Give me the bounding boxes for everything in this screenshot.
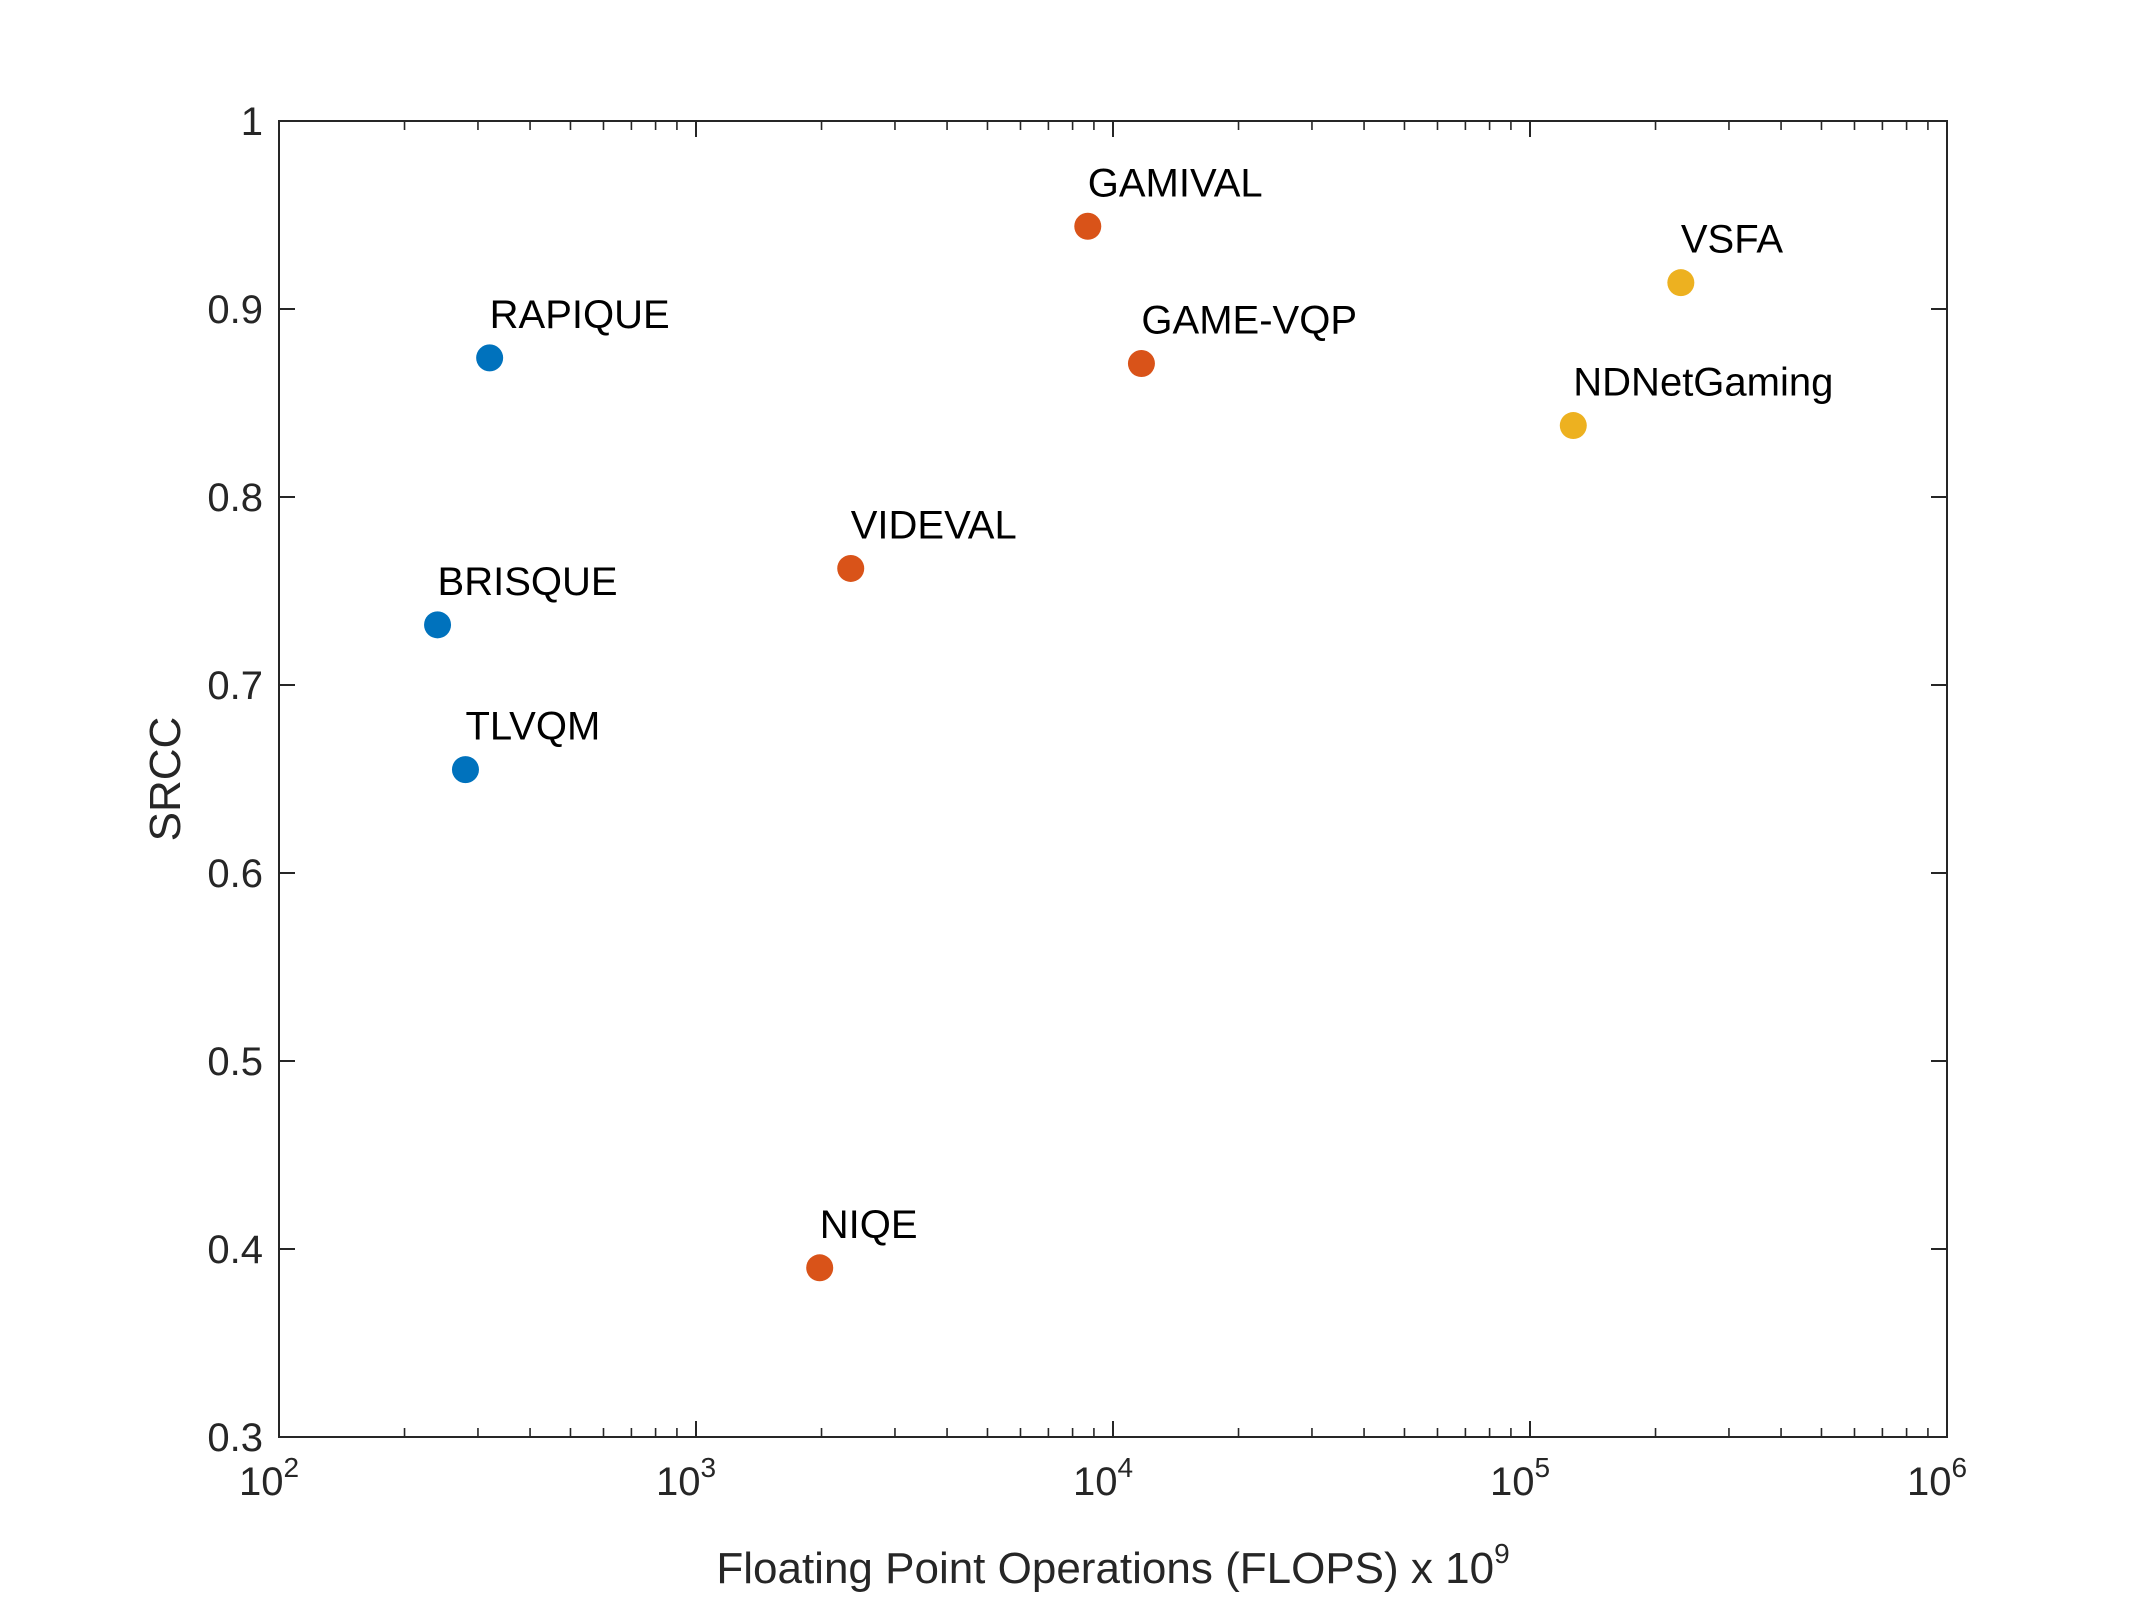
plot-frame <box>278 120 1948 1438</box>
y-tick-label: 0.5 <box>207 1040 263 1084</box>
point-label-ndnetgaming: NDNetGaming <box>1573 361 1833 405</box>
ticks-layer <box>278 120 1948 1438</box>
y-tick-label: 1 <box>241 100 263 144</box>
point-game-vqp <box>1127 350 1155 378</box>
x-tick-label: 106 <box>1907 1452 1967 1504</box>
points-layer <box>424 212 1695 1282</box>
point-brisque <box>424 611 452 639</box>
point-rapique <box>476 344 504 372</box>
point-gamival <box>1074 212 1102 240</box>
plot-background <box>279 121 1947 1437</box>
point-label-niqe: NIQE <box>820 1203 918 1247</box>
point-label-game-vqp: GAME-VQP <box>1141 299 1357 343</box>
point-label-tlvqm: TLVQM <box>465 705 600 749</box>
y-tick-label: 0.6 <box>207 852 263 896</box>
point-label-vsfa: VSFA <box>1681 218 1784 262</box>
y-tick-label: 0.4 <box>207 1228 263 1272</box>
labels-layer: 0.3 0.4 0.5 0.6 0.7 0.8 0.9 1 102 103 104 105 106 Flo… <box>141 100 1967 1593</box>
point-niqe <box>806 1254 834 1282</box>
point-tlvqm <box>451 756 479 784</box>
x-tick-label: 103 <box>656 1452 716 1504</box>
y-axis-label: SRCC <box>141 717 190 842</box>
point-vsfa <box>1667 269 1695 297</box>
x-tick-label: 102 <box>239 1452 299 1504</box>
x-tick-label: 105 <box>1490 1452 1550 1504</box>
point-label-gamival: GAMIVAL <box>1088 161 1263 205</box>
y-tick-label: 0.3 <box>207 1416 263 1460</box>
point-label-videval: VIDEVAL <box>851 503 1017 547</box>
point-ndnetgaming <box>1559 412 1587 440</box>
point-label-brisque: BRISQUE <box>438 560 618 604</box>
y-tick-label: 0.9 <box>207 288 263 332</box>
y-tick-label: 0.7 <box>207 664 263 708</box>
point-label-rapique: RAPIQUE <box>490 293 670 337</box>
x-axis-label: Floating Point Operations (FLOPS) x 109 <box>716 1538 1509 1593</box>
y-tick-label: 0.8 <box>207 476 263 520</box>
x-tick-label: 104 <box>1073 1452 1133 1504</box>
point-videval <box>837 554 865 582</box>
